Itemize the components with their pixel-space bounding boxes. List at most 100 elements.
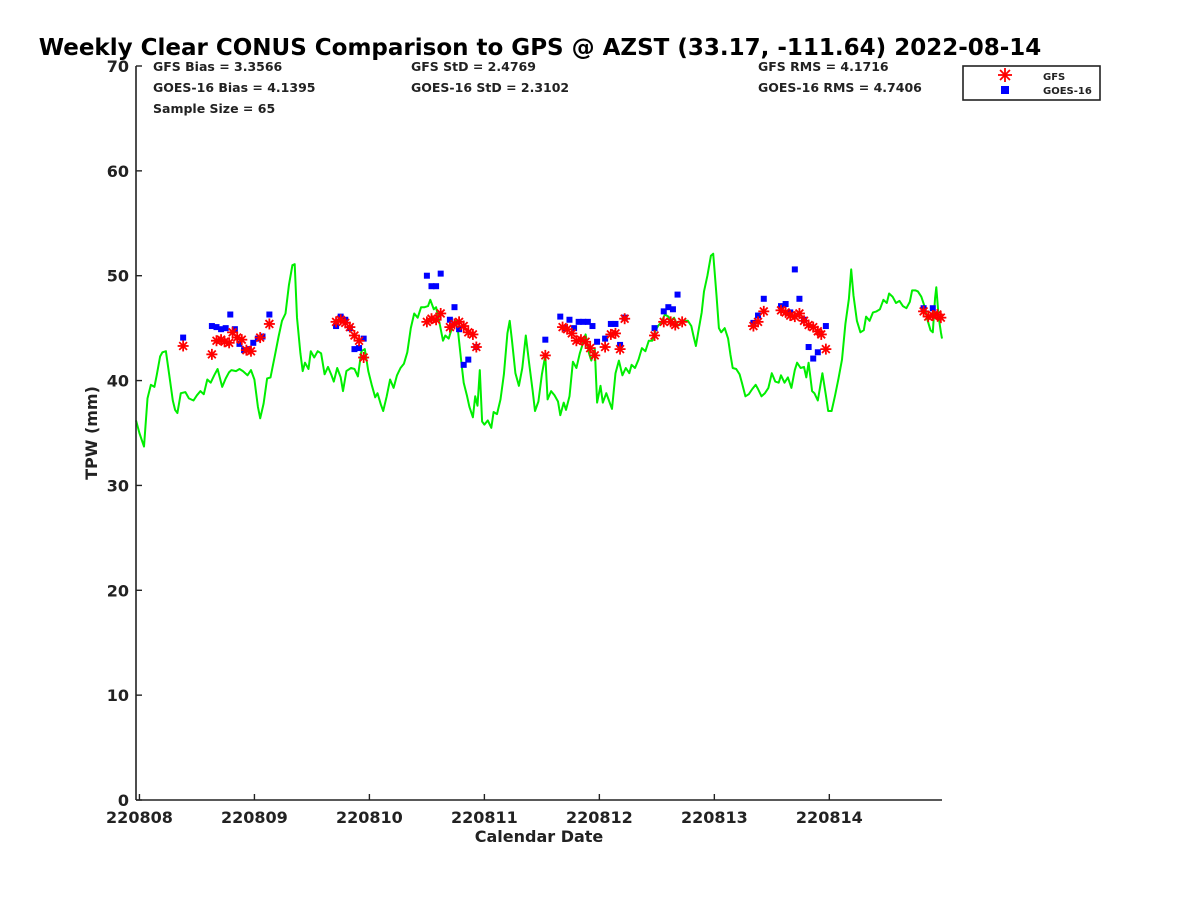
goes16-point <box>665 304 672 311</box>
gfs-point <box>793 307 805 319</box>
goes16-point <box>760 295 767 302</box>
legend-gfs-label: GFS <box>1043 72 1065 83</box>
gfs-point <box>599 341 611 353</box>
goes16-point <box>451 304 458 311</box>
chart-title: Weekly Clear CONUS Comparison to GPS @ A… <box>39 35 1042 61</box>
legend: GFS GOES-16 <box>962 65 1101 101</box>
goes16-point <box>805 344 812 351</box>
goes16-point <box>566 316 573 323</box>
stat-goes-std: GOES-16 StD = 2.3102 <box>411 80 569 95</box>
gfs-point <box>658 316 670 328</box>
goes16-point <box>782 301 789 308</box>
gfs-point <box>430 314 442 326</box>
gfs-point <box>665 316 677 328</box>
goes16-point <box>222 325 229 332</box>
gps-series-line <box>135 252 943 448</box>
goes16-point <box>465 356 472 363</box>
goes16-point <box>213 324 220 331</box>
goes16-point <box>437 270 444 277</box>
gfs-point <box>467 328 479 340</box>
goes16-point <box>602 335 609 342</box>
goes16-point <box>607 320 614 327</box>
axis-ticks: 0 10 20 30 40 50 60 70 220808 220809 220810 220811 2… <box>106 57 863 827</box>
goes16-point <box>589 323 596 330</box>
y-tick-label: 0 <box>118 791 129 810</box>
y-axis-label: TPW (mm) <box>82 386 101 480</box>
goes16-point <box>612 320 619 327</box>
gfs-point <box>758 305 770 317</box>
goes16-point <box>791 266 798 273</box>
goes16-point <box>674 291 681 298</box>
x-tick-label: 220814 <box>796 808 863 827</box>
x-tick-label: 220809 <box>221 808 288 827</box>
gfs-point <box>566 327 578 339</box>
goes16-point <box>423 272 430 279</box>
goes16-point <box>929 305 936 312</box>
goes16-point <box>208 323 215 330</box>
gfs-point <box>539 349 551 361</box>
gfs-point <box>358 352 370 364</box>
goes16-point <box>651 325 658 332</box>
goes16-point <box>266 311 273 318</box>
x-tick-label: 220812 <box>566 808 633 827</box>
y-tick-label: 50 <box>107 267 129 286</box>
x-tick-label: 220813 <box>681 808 748 827</box>
x-tick-label: 220810 <box>336 808 403 827</box>
gfs-point <box>619 313 631 325</box>
y-tick-label: 60 <box>107 162 129 181</box>
goes16-point <box>428 283 435 290</box>
gfs-point <box>470 341 482 353</box>
goes16-point <box>822 323 829 330</box>
gfs-point <box>353 335 365 347</box>
y-tick-label: 70 <box>107 57 129 76</box>
goes16-point <box>180 334 187 341</box>
goes16-point <box>351 346 358 353</box>
goes16-point <box>460 361 467 368</box>
gfs-point <box>580 336 592 348</box>
stat-sample-size: Sample Size = 65 <box>153 101 275 116</box>
stat-gfs-bias: GFS Bias = 3.3566 <box>153 59 283 74</box>
goes16-point <box>236 340 243 347</box>
goes16-point <box>446 316 453 323</box>
x-tick-label: 220808 <box>106 808 173 827</box>
x-tick-label: 220811 <box>451 808 518 827</box>
gfs-point <box>254 332 266 344</box>
gfs-point <box>206 348 218 360</box>
gfs-point <box>435 307 447 319</box>
goes16-point <box>250 339 257 346</box>
legend-goes-label: GOES-16 <box>1043 86 1092 97</box>
goes16-point <box>571 325 578 332</box>
goes16-point <box>660 308 667 315</box>
goes16-point <box>227 311 234 318</box>
gfs-point <box>223 337 235 349</box>
gfs-point <box>263 318 275 330</box>
goes16-point <box>557 313 564 320</box>
stat-gfs-std: GFS StD = 2.4769 <box>411 59 536 74</box>
gfs-point <box>458 320 470 332</box>
gfs-point <box>245 345 257 357</box>
gfs-point <box>676 316 688 328</box>
goes16-point <box>356 345 363 352</box>
plot-area <box>135 252 947 448</box>
goes16-point <box>456 326 463 333</box>
legend-gfs-marker <box>998 68 1012 82</box>
goes16-point <box>580 318 587 325</box>
goes16-point <box>814 349 821 356</box>
stat-goes-rms: GOES-16 RMS = 4.7406 <box>758 80 922 95</box>
stat-goes-bias: GOES-16 Bias = 4.1395 <box>153 80 315 95</box>
goes16-point <box>575 318 582 325</box>
gfs-point <box>752 316 764 328</box>
stats-panel: GFS Bias = 3.3566 GOES-16 Bias = 4.1395 … <box>153 59 922 116</box>
y-tick-label: 40 <box>107 372 129 391</box>
gfs-point <box>177 340 189 352</box>
gfs-point <box>815 328 827 340</box>
goes16-point <box>433 283 440 290</box>
goes16-point <box>360 335 367 342</box>
gfs-point <box>609 327 621 339</box>
axes <box>135 66 942 801</box>
goes16-point <box>584 318 591 325</box>
goes16-point <box>669 306 676 313</box>
gfs-point <box>589 349 601 361</box>
legend-box <box>962 65 1101 101</box>
